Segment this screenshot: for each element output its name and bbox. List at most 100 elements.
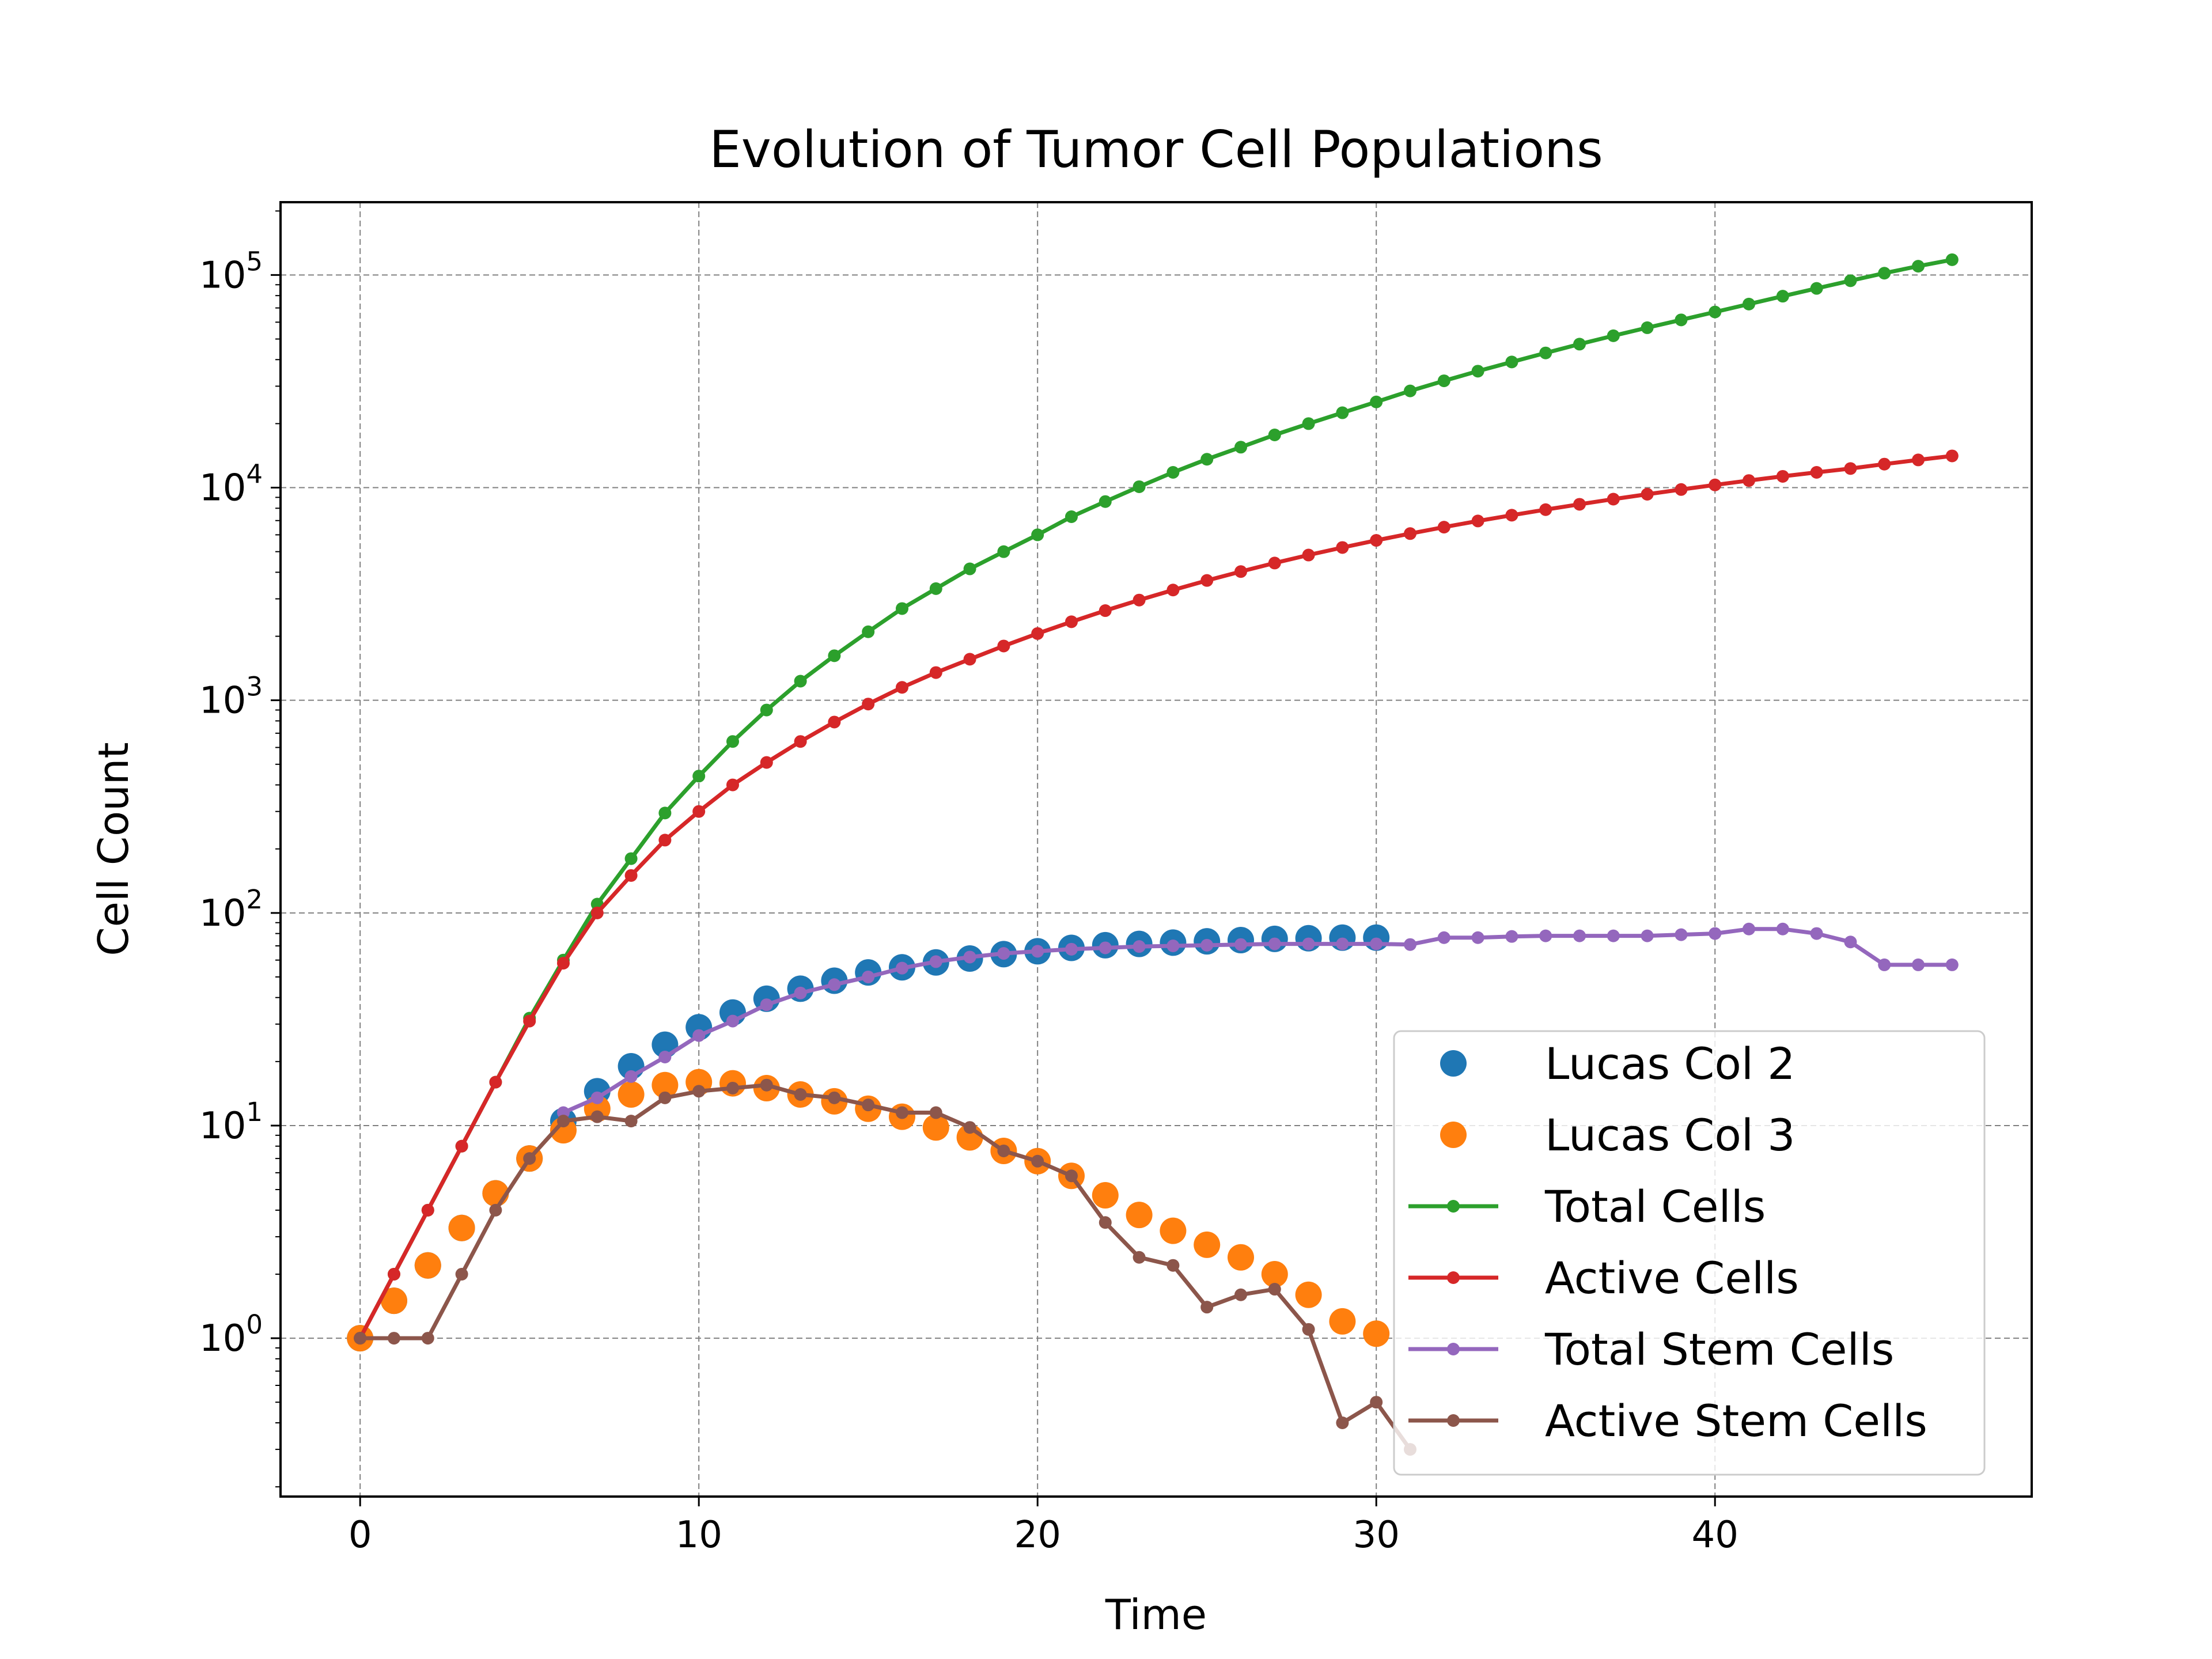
data-point <box>1132 940 1146 953</box>
data-point <box>1099 1216 1112 1229</box>
data-point <box>624 1070 638 1083</box>
data-point <box>1641 929 1654 942</box>
data-point <box>1031 627 1044 640</box>
data-point <box>1912 958 1925 971</box>
data-point <box>997 639 1010 653</box>
data-point <box>1743 922 1756 935</box>
data-point <box>1709 927 1722 940</box>
data-point <box>1031 528 1044 541</box>
y-tick-label: 101 <box>199 1097 263 1147</box>
data-point <box>828 649 841 662</box>
data-point <box>1166 584 1180 597</box>
data-point <box>523 1152 536 1165</box>
legend-marker <box>1447 1414 1460 1427</box>
data-point <box>692 770 706 783</box>
data-point <box>421 1332 434 1345</box>
data-point <box>1945 449 1959 463</box>
data-point <box>997 947 1010 960</box>
data-point <box>1539 929 1552 942</box>
data-point <box>1302 1323 1315 1336</box>
data-point <box>387 1332 400 1345</box>
data-point <box>455 1267 468 1281</box>
data-point <box>1607 329 1620 342</box>
data-point <box>1166 1259 1180 1272</box>
data-point <box>760 1078 773 1092</box>
data-point <box>1709 305 1722 319</box>
x-tick-label: 20 <box>1014 1514 1060 1556</box>
data-point <box>1912 260 1925 273</box>
data-point <box>1065 942 1078 956</box>
legend-label: Total Cells <box>1544 1181 1766 1232</box>
data-point <box>1200 1301 1214 1314</box>
legend: Lucas Col 2 Lucas Col 3 Total Cells Active … <box>1393 1030 1986 1476</box>
data-point <box>1099 941 1112 955</box>
data-point <box>1878 958 1891 971</box>
data-point <box>963 653 976 666</box>
data-point <box>1065 615 1078 628</box>
axes: 0 10 20 30 40 100 101 102 103 104 105 <box>199 210 1738 1556</box>
data-point <box>922 1114 949 1141</box>
legend-label: Lucas Col 3 <box>1545 1109 1795 1161</box>
data-point <box>828 1091 841 1104</box>
data-point <box>1295 1281 1322 1308</box>
data-point <box>929 666 942 679</box>
data-point <box>929 582 942 595</box>
data-point <box>895 961 908 975</box>
data-point <box>1709 478 1722 491</box>
y-tick-label: 105 <box>199 246 263 297</box>
data-point <box>1878 457 1891 471</box>
data-point <box>1370 1396 1383 1409</box>
data-point <box>1336 406 1349 419</box>
data-point <box>1126 1202 1153 1229</box>
data-point <box>1437 521 1450 534</box>
data-point <box>618 1081 645 1108</box>
data-point <box>652 1071 679 1099</box>
data-point <box>929 955 942 968</box>
data-point <box>1268 1283 1281 1296</box>
data-point <box>794 986 807 999</box>
data-point <box>1505 930 1518 943</box>
data-point <box>692 1085 706 1098</box>
data-point <box>1234 441 1248 454</box>
data-point <box>590 906 604 919</box>
data-point <box>590 1110 604 1123</box>
data-point <box>862 698 875 711</box>
data-point <box>895 1106 908 1119</box>
y-tick-label: 103 <box>199 672 263 722</box>
data-point <box>1370 395 1383 408</box>
data-point <box>624 1115 638 1128</box>
data-point <box>1675 928 1688 941</box>
data-point <box>1132 1251 1146 1264</box>
data-point <box>1776 469 1789 483</box>
data-point <box>1437 931 1450 944</box>
data-point <box>1200 453 1214 466</box>
data-point <box>1200 938 1214 952</box>
data-point <box>1065 510 1078 523</box>
data-point <box>421 1203 434 1217</box>
data-point <box>658 834 672 847</box>
data-point <box>963 562 976 575</box>
data-point <box>1505 355 1518 369</box>
data-point <box>1302 417 1315 430</box>
data-point <box>1099 604 1112 618</box>
data-point <box>489 1203 502 1217</box>
data-point <box>1329 1308 1356 1335</box>
data-point <box>1268 937 1281 950</box>
data-point <box>1437 374 1450 388</box>
data-point <box>1166 939 1180 952</box>
x-axis-label: Time <box>1105 1590 1207 1639</box>
data-point <box>1844 462 1857 475</box>
data-point <box>963 1121 976 1134</box>
data-point <box>1743 297 1756 310</box>
data-point <box>1132 593 1146 607</box>
data-point <box>1573 929 1586 942</box>
data-point <box>1810 282 1823 295</box>
legend-entry: Lucas Col 3 <box>1440 1109 1795 1161</box>
data-point <box>1370 534 1383 547</box>
data-point <box>1268 429 1281 442</box>
data-point <box>862 1099 875 1112</box>
data-point <box>1743 474 1756 487</box>
data-point <box>1912 453 1925 467</box>
data-point <box>1065 1169 1078 1183</box>
data-point <box>1132 480 1146 493</box>
